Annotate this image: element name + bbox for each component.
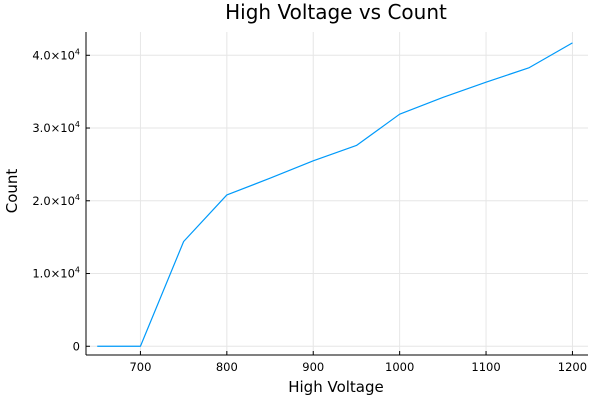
axes [85,32,588,356]
x-tick-label: 1100 [471,360,500,374]
y-tick-label: 0 [73,339,80,353]
x-tick-label: 800 [216,360,238,374]
y-tick-label: 3.0×104 [32,120,80,135]
y-axis-label: Count [3,169,21,214]
x-tick-label: 700 [129,360,151,374]
y-tick-label: 2.0×104 [32,193,80,208]
chart-title: High Voltage vs Count [225,0,447,24]
grid [86,32,588,355]
y-tick-label: 4.0×104 [32,47,80,62]
tick-labels: 700 800 900 1000 1100 1200 0 1.0×104 2.0×104 3.0×… [32,47,587,374]
x-axis-label: High Voltage [288,378,384,396]
x-tick-label: 1200 [558,360,587,374]
y-tick-label: 1.0×104 [32,266,80,281]
series-line-0 [97,42,573,347]
x-tick-label: 900 [302,360,324,374]
series [97,42,573,347]
x-tick-label: 1000 [385,360,414,374]
